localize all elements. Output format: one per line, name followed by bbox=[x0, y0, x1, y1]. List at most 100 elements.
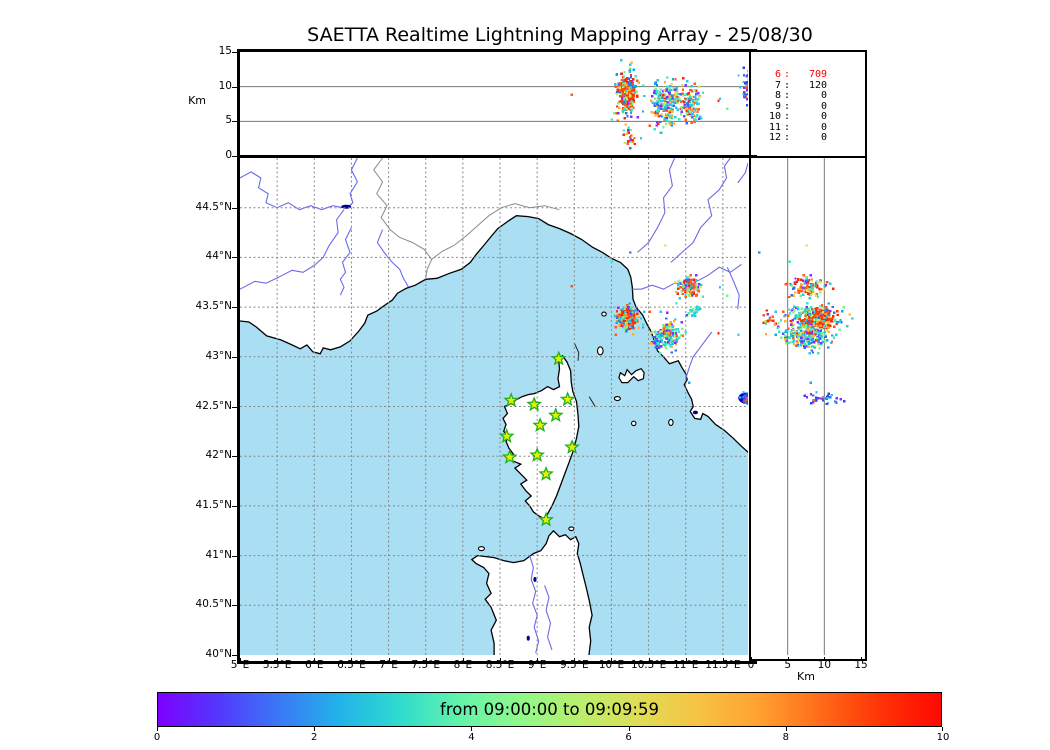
lon-tick-label: 10.5°E bbox=[630, 659, 667, 671]
right-alt-tick-label: 15 bbox=[854, 659, 868, 671]
lon-tick-label: 8°E bbox=[453, 659, 473, 671]
lat-tick bbox=[232, 307, 237, 308]
small-island bbox=[477, 546, 485, 552]
lon-tick bbox=[426, 658, 427, 662]
lightning-scatter-layer bbox=[570, 59, 748, 150]
lon-tick bbox=[574, 658, 575, 662]
colorbar-tick-label: 8 bbox=[782, 732, 789, 743]
lon-tick bbox=[723, 658, 724, 662]
colorbar-tick bbox=[157, 727, 158, 731]
station-count-row: 12:0 bbox=[768, 132, 827, 143]
lon-tick-label: 5.5°E bbox=[262, 659, 292, 671]
colorbar-tick-label: 10 bbox=[936, 732, 950, 743]
station-star-marker bbox=[526, 396, 543, 412]
small-island bbox=[596, 346, 604, 356]
lat-tick-label: 42.5°N bbox=[195, 399, 232, 412]
lat-tick-label: 40°N bbox=[205, 648, 232, 660]
lake bbox=[533, 576, 537, 583]
lon-tick bbox=[314, 658, 315, 662]
small-island bbox=[613, 395, 621, 402]
top-alt-tick bbox=[232, 156, 237, 157]
lightning-scatter-layer bbox=[570, 244, 748, 406]
lon-tick bbox=[277, 658, 278, 662]
lon-tick-label: 5°E bbox=[230, 659, 250, 671]
sardinia-landmass bbox=[471, 530, 593, 655]
colorbar-tick-label: 0 bbox=[153, 732, 161, 743]
colorbar-tick bbox=[314, 727, 315, 731]
colorbar-tick bbox=[471, 727, 472, 731]
lake bbox=[526, 635, 530, 641]
station-count-row: 8:0 bbox=[774, 90, 827, 101]
sardinia-coastline bbox=[470, 529, 593, 655]
lon-tick bbox=[537, 658, 538, 662]
right-alt-tick bbox=[788, 657, 789, 661]
right-altitude-axis-label: Km bbox=[797, 670, 815, 683]
colorbar-tick-label: 6 bbox=[625, 732, 632, 743]
time-colorbar: from 09:00:00 to 09:09:59 bbox=[157, 692, 942, 727]
map-gridlines bbox=[240, 158, 748, 655]
lon-tick bbox=[463, 658, 464, 662]
lat-tick-label: 41°N bbox=[205, 548, 232, 561]
lon-tick bbox=[611, 658, 612, 662]
lat-tick bbox=[232, 456, 237, 457]
station-star-marker bbox=[529, 446, 545, 462]
right-alt-tick bbox=[824, 657, 825, 661]
station-count-list: 6:709 7:120 8:0 9:0 10:0 11:0 12:0 bbox=[751, 69, 865, 144]
lon-tick bbox=[240, 658, 241, 662]
lat-tick bbox=[232, 407, 237, 408]
lat-tick-label: 44°N bbox=[205, 250, 232, 263]
lat-tick-label: 40.5°N bbox=[195, 598, 232, 611]
lat-tick bbox=[232, 357, 237, 358]
colorbar-tick bbox=[629, 727, 630, 731]
mainland-coastline bbox=[240, 215, 748, 453]
elba-island bbox=[618, 367, 645, 384]
station-star-marker bbox=[503, 392, 520, 408]
station-star-marker bbox=[564, 439, 581, 454]
small-island bbox=[630, 420, 637, 427]
small-island bbox=[568, 526, 575, 532]
station-count-row: 6:709 bbox=[774, 69, 827, 80]
right-alt-tick bbox=[751, 657, 752, 661]
lat-tick bbox=[232, 556, 237, 557]
lon-tick-label: 9.5°E bbox=[560, 659, 589, 671]
right-alt-tick-label: 10 bbox=[817, 659, 832, 671]
lat-tick bbox=[232, 506, 237, 507]
river bbox=[685, 331, 713, 379]
admin-border bbox=[431, 203, 560, 260]
top-alt-tick-label: 5 bbox=[225, 114, 232, 127]
lat-tick-label: 43°N bbox=[205, 349, 232, 362]
lat-tick-label: 44.5°N bbox=[195, 200, 232, 213]
station-star-marker bbox=[538, 465, 555, 481]
lat-tick bbox=[232, 655, 237, 656]
lon-tick-label: 9°E bbox=[527, 659, 547, 671]
colorbar-tick-label: 4 bbox=[468, 732, 475, 743]
river bbox=[726, 267, 740, 310]
time-window-label: from 09:00:00 to 09:09:59 bbox=[440, 700, 659, 719]
top-alt-tick bbox=[232, 87, 237, 88]
station-star-marker bbox=[498, 427, 515, 444]
station-count-row: 11:0 bbox=[768, 121, 827, 133]
top-alt-tick bbox=[232, 52, 237, 53]
lon-tick bbox=[686, 658, 687, 662]
lat-tick bbox=[232, 257, 237, 258]
station-count-row: 10:0 bbox=[768, 111, 827, 122]
top-alt-tick-label: 0 bbox=[225, 149, 232, 161]
lightning-scatter-layer bbox=[757, 244, 854, 406]
station-star-marker bbox=[547, 407, 564, 423]
lat-tick bbox=[232, 605, 237, 606]
lon-tick-label: 7.5°E bbox=[411, 659, 441, 671]
lat-tick-label: 42°N bbox=[205, 449, 232, 462]
top-altitude-axis-label: Km bbox=[188, 94, 206, 107]
river bbox=[544, 585, 553, 651]
station-star-marker bbox=[550, 350, 567, 366]
mainland-landmass bbox=[240, 158, 748, 453]
station-count-panel: 6:709 7:120 8:0 9:0 10:0 11:0 12:0 bbox=[749, 50, 867, 162]
station-star-marker bbox=[501, 448, 518, 464]
river bbox=[376, 229, 410, 288]
river bbox=[637, 158, 676, 253]
lon-tick-label: 6°E bbox=[304, 659, 324, 671]
station-star-marker bbox=[532, 417, 548, 433]
right-alt-tick-label: 0 bbox=[747, 659, 755, 671]
lon-tick-label: 10°E bbox=[598, 659, 625, 671]
